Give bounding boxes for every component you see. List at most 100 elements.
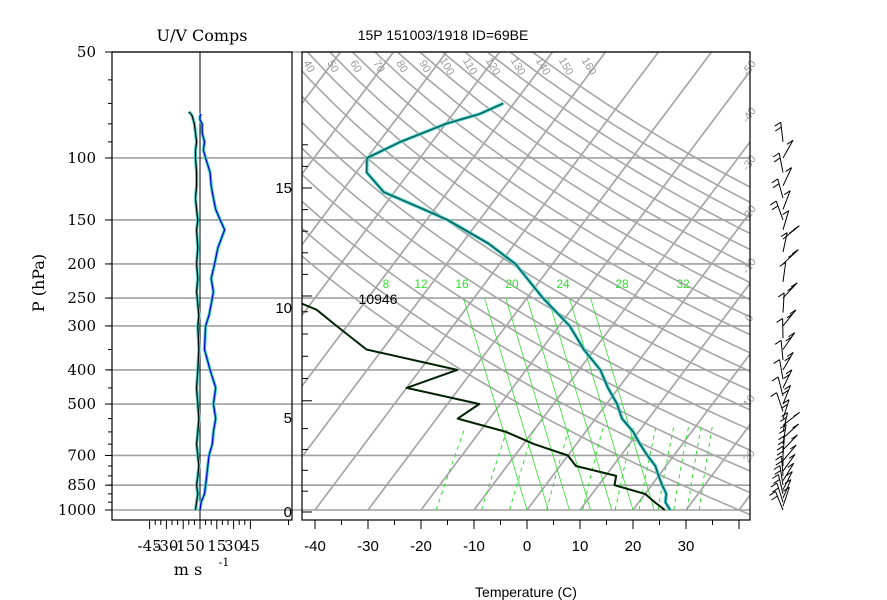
y-axis-label: P (hPa) xyxy=(29,254,48,312)
temperature-tick-label: -30 xyxy=(357,538,379,555)
height-tick-label: 0 xyxy=(284,504,292,521)
uv-x-axis-exponent: -1 xyxy=(219,556,230,569)
wind-barb-shaft xyxy=(782,352,794,371)
temperature-tick-label: -40 xyxy=(304,538,326,555)
wind-barb-flag xyxy=(775,455,782,461)
wind-barb-shaft xyxy=(777,474,784,495)
wind-barb-shaft xyxy=(782,369,793,389)
mixing-ratio-label: 32 xyxy=(676,277,690,291)
u-component-line xyxy=(188,111,200,511)
wind-barb-shaft xyxy=(782,190,791,210)
pressure-tick-label: 200 xyxy=(67,255,96,273)
wind-barb-flag xyxy=(773,465,781,470)
wind-barb-flag xyxy=(780,232,788,238)
temperature-tick-label: -10 xyxy=(463,538,485,555)
wind-barb-flag xyxy=(792,423,799,429)
wind-barb-flag xyxy=(787,462,794,468)
isotherm-line xyxy=(302,52,395,176)
dry-adiabat xyxy=(351,52,750,318)
temperature-tick-label: -20 xyxy=(410,538,432,555)
wind-barb-shaft xyxy=(778,152,784,173)
wind-barb-flag xyxy=(791,434,798,440)
wind-barb-shaft xyxy=(782,210,790,230)
uv-panel-title: U/V Comps xyxy=(156,26,247,45)
wind-barb-flag xyxy=(780,416,787,422)
mixing-ratio-label: 28 xyxy=(615,277,629,291)
uv-series-halo xyxy=(198,113,227,511)
wind-barb-flag xyxy=(773,157,781,163)
wind-barb-shaft xyxy=(782,282,798,299)
mixing-ratio-line xyxy=(638,426,657,511)
wind-barb-shaft xyxy=(782,444,797,462)
wind-barb-shaft xyxy=(782,412,789,433)
wind-barb-flag xyxy=(782,399,790,405)
v-component-line xyxy=(199,113,226,511)
theta-label: 60 xyxy=(347,58,364,75)
uv-x-axis-label: m s xyxy=(174,560,202,579)
theta-label: 40 xyxy=(300,58,317,75)
wind-barb-shaft xyxy=(782,471,793,490)
wind-barb-flag xyxy=(771,376,779,382)
dry-adiabat xyxy=(441,52,750,251)
isotherm-line xyxy=(302,52,554,388)
theta-label: 120 xyxy=(483,56,503,78)
wind-barb-flag xyxy=(772,183,780,189)
mixing-ratio-label: 24 xyxy=(556,277,570,291)
theta-label: 160 xyxy=(579,56,599,78)
temperature-tick-label: 30 xyxy=(678,538,695,555)
mixing-ratio-line xyxy=(657,426,675,511)
theta-label: 110 xyxy=(460,56,479,77)
wind-barb-flag xyxy=(790,282,798,288)
wind-barb-shaft xyxy=(782,167,793,187)
temperature-axis-label: Temperature (C) xyxy=(475,584,577,600)
isotherm-line xyxy=(302,52,501,317)
wind-barb-shaft xyxy=(782,399,790,419)
pressure-tick-label: 1000 xyxy=(58,501,96,519)
theta-label: 90 xyxy=(416,58,433,75)
wind-barb-flag xyxy=(771,178,778,184)
wind-barb-flag xyxy=(776,317,783,323)
temperature-tick-label: 10 xyxy=(572,538,589,555)
wind-barb-flag xyxy=(789,444,797,450)
dry-adiabat xyxy=(302,173,750,451)
wind-barb-flag xyxy=(776,450,784,456)
dry-adiabat xyxy=(302,95,750,392)
wind-barb-flag xyxy=(773,359,780,365)
wind-barb-flag xyxy=(772,487,779,493)
dry-adiabat xyxy=(486,52,750,219)
wind-barb-flag xyxy=(772,152,780,158)
moist-adiabat-line xyxy=(526,297,591,511)
wind-barb-shaft xyxy=(782,487,790,507)
wind-barb-shaft xyxy=(777,376,784,397)
theta-label: 150 xyxy=(556,56,576,78)
wind-barb-shaft xyxy=(776,482,784,503)
isotherm-line xyxy=(302,52,448,247)
theta-label: 50 xyxy=(324,58,341,75)
wind-barb-shaft xyxy=(777,178,784,199)
moist-adiabat-line xyxy=(568,297,634,511)
wind-barb-flag xyxy=(793,225,800,231)
mixing-ratio-label: 20 xyxy=(505,277,519,291)
mixing-ratio-line xyxy=(673,426,690,511)
wind-barb-shaft xyxy=(781,456,784,476)
wind-barb-flag xyxy=(771,205,779,211)
wind-barb-shaft xyxy=(780,340,784,361)
wind-barb-flag xyxy=(789,309,797,315)
dry-adiabat xyxy=(396,52,750,284)
temperature-tick-label: 0 xyxy=(523,538,531,555)
wind-barb-flag xyxy=(788,252,795,258)
wind-barb-flag xyxy=(773,478,780,484)
uv-x-tick-label: -30 xyxy=(154,537,178,555)
dry-adiabat xyxy=(302,200,750,472)
wind-barb-shaft xyxy=(782,309,797,327)
uv-x-tick-label: 15 xyxy=(207,537,226,555)
dry-adiabat xyxy=(302,227,750,494)
pressure-tick-label: 300 xyxy=(67,317,96,335)
mixing-ratio-lines xyxy=(435,297,713,511)
moist-adiabat-line xyxy=(484,297,549,511)
pressure-tick-label: 400 xyxy=(67,361,96,379)
wind-barb-flag xyxy=(770,392,777,398)
wind-barb-flag xyxy=(769,490,776,496)
